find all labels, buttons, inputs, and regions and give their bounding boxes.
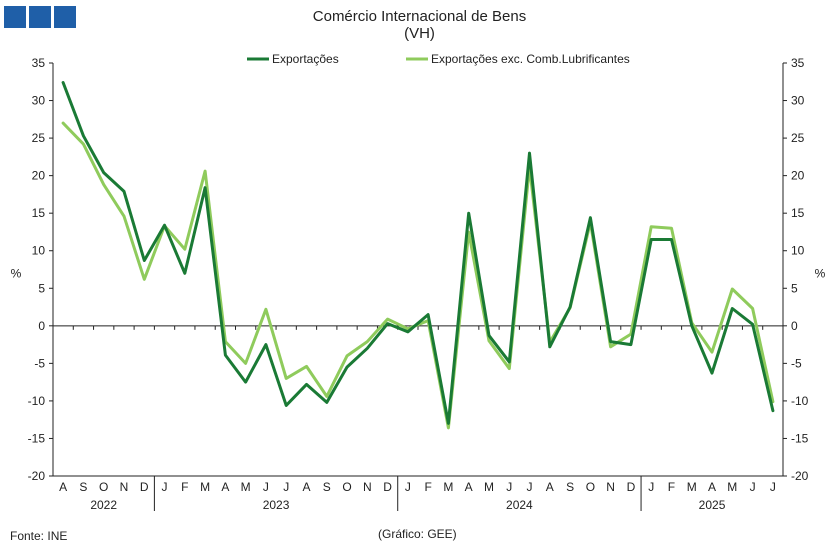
- y-tick-label-left: 15: [32, 206, 46, 220]
- y-tick-label-right: 20: [791, 169, 805, 183]
- x-tick-label-month: J: [648, 480, 654, 494]
- y-tick-label-right: -10: [791, 394, 809, 408]
- x-tick-label-month: S: [566, 480, 574, 494]
- y-tick-label-left: 0: [38, 319, 45, 333]
- x-tick-label-year: 2024: [506, 498, 533, 512]
- x-tick-label-month: O: [99, 480, 108, 494]
- x-tick-label-month: J: [750, 480, 756, 494]
- chart-series: [61, 81, 775, 430]
- y-tick-label-right: 0: [791, 319, 798, 333]
- y-tick-label-left: -10: [28, 394, 46, 408]
- x-tick-label-month: A: [59, 480, 67, 494]
- x-tick-label-month: M: [241, 480, 251, 494]
- logo-block-3: [54, 6, 76, 28]
- x-tick-label-month: S: [323, 480, 331, 494]
- x-tick-label-month: N: [363, 480, 372, 494]
- x-tick-label-month: O: [586, 480, 595, 494]
- y-axis-label-left: %: [11, 266, 22, 280]
- legend-label: Exportações exc. Comb.Lubrificantes: [431, 52, 630, 66]
- x-tick-label-month: F: [668, 480, 675, 494]
- series-line: [61, 81, 775, 425]
- x-tick-label-month: O: [342, 480, 351, 494]
- brand-logo: [4, 6, 76, 28]
- x-tick-label-month: A: [708, 480, 716, 494]
- y-tick-label-left: 10: [32, 244, 46, 258]
- x-tick-label-month: D: [140, 480, 149, 494]
- y-tick-label-left: 25: [32, 131, 46, 145]
- x-tick-label-year: 2025: [699, 498, 726, 512]
- y-tick-label-right: 25: [791, 131, 805, 145]
- y-tick-label-right: 15: [791, 206, 805, 220]
- x-tick-label-month: J: [283, 480, 289, 494]
- x-tick-label-month: N: [606, 480, 615, 494]
- y-tick-label-left: -20: [28, 469, 46, 483]
- source-note: Fonte: INE: [10, 529, 68, 543]
- x-tick-label-month: D: [627, 480, 636, 494]
- chart-title: Comércio Internacional de Bens: [312, 8, 527, 25]
- x-tick-label-month: J: [405, 480, 411, 494]
- chart-subtitle: (VH): [404, 25, 435, 42]
- y-tick-label-left: 20: [32, 169, 46, 183]
- x-tick-label-year: 2022: [90, 498, 117, 512]
- x-tick-label-month: M: [687, 480, 697, 494]
- y-tick-label-left: 5: [38, 281, 45, 295]
- y-tick-label-right: 30: [791, 94, 805, 108]
- x-tick-label-year: 2023: [263, 498, 290, 512]
- x-tick-label-month: S: [79, 480, 87, 494]
- chart-credit: (Gráfico: GEE): [378, 527, 457, 541]
- y-tick-label-left: 35: [32, 56, 46, 70]
- x-tick-label-month: J: [263, 480, 269, 494]
- chart-legend: Exportações Exportações exc. Comb.Lubrifi…: [247, 52, 630, 66]
- x-tick-label-month: N: [120, 480, 129, 494]
- x-tick-label-month: A: [546, 480, 554, 494]
- x-tick-label-month: F: [424, 480, 431, 494]
- y-tick-label-right: -15: [791, 431, 809, 445]
- y-axis-label-right: %: [815, 266, 826, 280]
- y-tick-label-left: 30: [32, 94, 46, 108]
- y-tick-label-left: -5: [34, 356, 45, 370]
- x-tick-label-month: J: [770, 480, 776, 494]
- y-tick-label-left: -15: [28, 431, 46, 445]
- y-tick-label-right: 5: [791, 281, 798, 295]
- x-tick-label-month: A: [221, 480, 229, 494]
- logo-block-1: [4, 6, 26, 28]
- x-tick-label-month: J: [506, 480, 512, 494]
- x-tick-label-month: M: [443, 480, 453, 494]
- x-tick-label-month: M: [484, 480, 494, 494]
- x-tick-label-month: F: [181, 480, 188, 494]
- x-tick-label-month: D: [383, 480, 392, 494]
- y-tick-label-right: 10: [791, 244, 805, 258]
- x-tick-label-month: M: [727, 480, 737, 494]
- y-tick-label-right: 35: [791, 56, 805, 70]
- logo-block-2: [29, 6, 51, 28]
- x-tick-label-month: A: [465, 480, 473, 494]
- y-tick-label-right: -5: [791, 356, 802, 370]
- series-line: [61, 121, 775, 430]
- x-tick-label-month: J: [527, 480, 533, 494]
- x-tick-label-month: J: [162, 480, 168, 494]
- x-tick-label-month: M: [200, 480, 210, 494]
- y-tick-label-right: -20: [791, 469, 809, 483]
- x-tick-label-month: A: [302, 480, 310, 494]
- legend-label: Exportações: [272, 52, 339, 66]
